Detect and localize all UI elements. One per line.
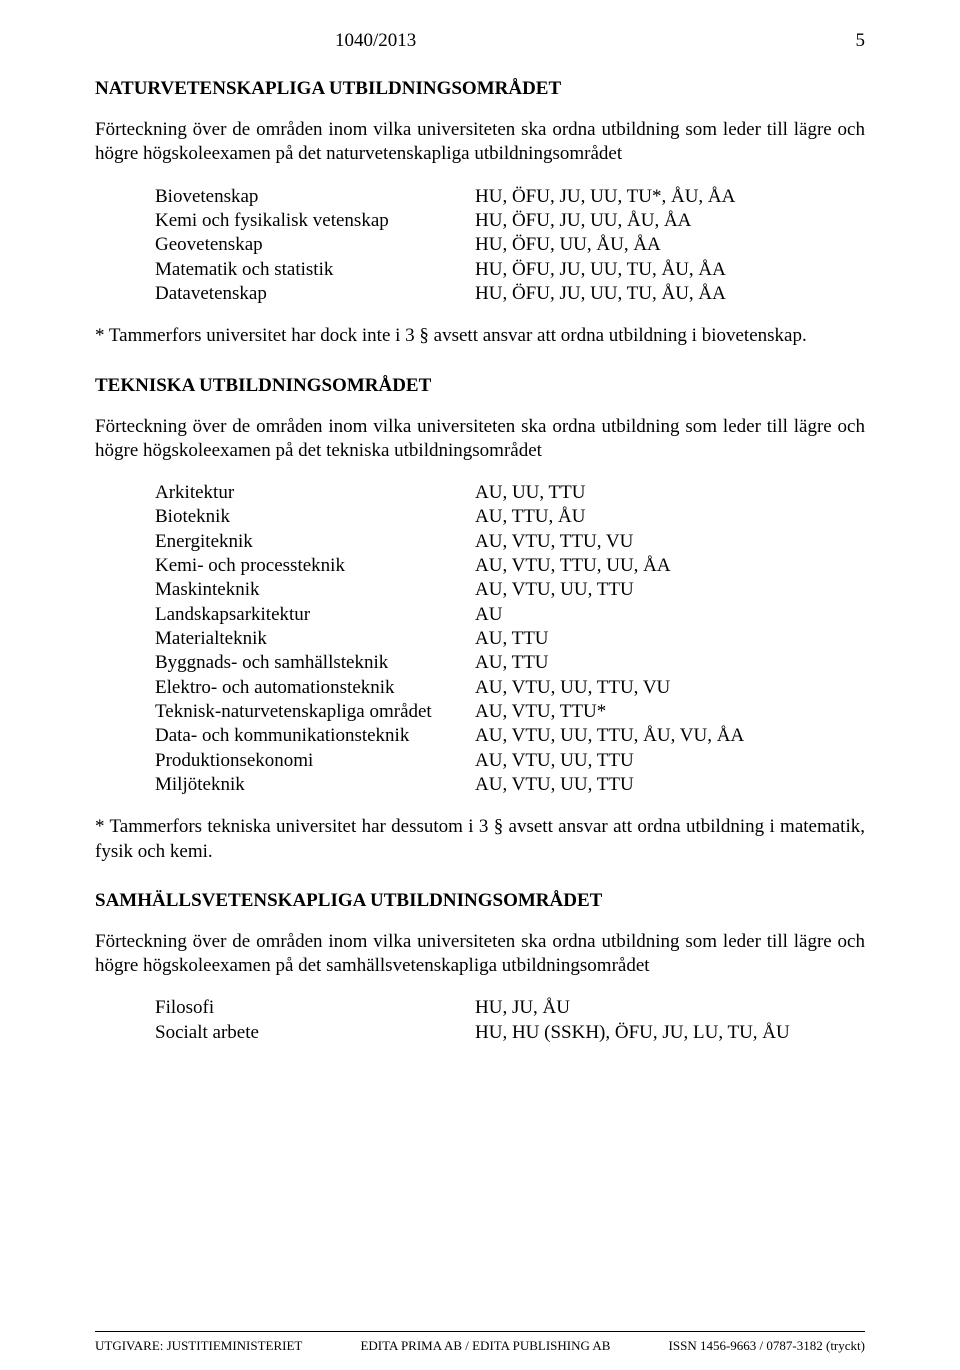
row-label: Bioteknik: [155, 505, 475, 529]
table-row: ArkitekturAU, UU, TTU: [155, 481, 865, 505]
row-value: HU, ÖFU, UU, ÅU, ÅA: [475, 233, 865, 257]
row-value: HU, HU (SSKH), ÖFU, JU, LU, TU, ÅU: [475, 1021, 865, 1045]
table-row: MaterialteknikAU, TTU: [155, 627, 865, 651]
row-value: AU, VTU, TTU, VU: [475, 530, 865, 554]
footer-left: UTGIVARE: JUSTITIEMINISTERIET: [95, 1338, 302, 1354]
row-label: Socialt arbete: [155, 1021, 475, 1045]
row-value: HU, JU, ÅU: [475, 996, 865, 1020]
table-row: GeovetenskapHU, ÖFU, UU, ÅU, ÅA: [155, 233, 865, 257]
table-row: Teknisk-naturvetenskapliga områdetAU, VT…: [155, 700, 865, 724]
table-row: Kemi- och processteknikAU, VTU, TTU, UU,…: [155, 554, 865, 578]
section-intro: Förteckning över de områden inom vilka u…: [95, 930, 865, 979]
footer-right: ISSN 1456-9663 / 0787-3182 (tryckt): [669, 1338, 865, 1354]
table-row: DatavetenskapHU, ÖFU, JU, UU, TU, ÅU, ÅA: [155, 282, 865, 306]
row-value: AU, VTU, TTU, UU, ÅA: [475, 554, 865, 578]
row-label: Kemi- och processteknik: [155, 554, 475, 578]
section-table: BiovetenskapHU, ÖFU, JU, UU, TU*, ÅU, ÅA…: [155, 185, 865, 307]
row-label: Landskapsarkitektur: [155, 603, 475, 627]
table-row: BiovetenskapHU, ÖFU, JU, UU, TU*, ÅU, ÅA: [155, 185, 865, 209]
row-label: Teknisk-naturvetenskapliga området: [155, 700, 475, 724]
section-title: TEKNISKA UTBILDNINGSOMRÅDET: [95, 375, 865, 397]
page-footer: UTGIVARE: JUSTITIEMINISTERIET EDITA PRIM…: [95, 1331, 865, 1354]
row-value: HU, ÖFU, JU, UU, TU, ÅU, ÅA: [475, 258, 865, 282]
section-table: ArkitekturAU, UU, TTU BioteknikAU, TTU, …: [155, 481, 865, 797]
table-row: Byggnads- och samhällsteknikAU, TTU: [155, 651, 865, 675]
row-value: AU, TTU: [475, 627, 865, 651]
section-intro: Förteckning över de områden inom vilka u…: [95, 415, 865, 464]
table-row: BioteknikAU, TTU, ÅU: [155, 505, 865, 529]
row-label: Arkitektur: [155, 481, 475, 505]
section-title: NATURVETENSKAPLIGA UTBILDNINGSOMRÅDET: [95, 78, 865, 100]
page-header: 1040/2013 5: [95, 30, 865, 52]
row-value: AU, TTU, ÅU: [475, 505, 865, 529]
row-label: Datavetenskap: [155, 282, 475, 306]
table-row: LandskapsarkitekturAU: [155, 603, 865, 627]
row-value: HU, ÖFU, JU, UU, TU*, ÅU, ÅA: [475, 185, 865, 209]
row-value: AU, VTU, TTU*: [475, 700, 865, 724]
row-value: AU: [475, 603, 865, 627]
row-label: Produktionsekonomi: [155, 749, 475, 773]
row-label: Kemi och fysikalisk vetenskap: [155, 209, 475, 233]
doc-number: 1040/2013: [335, 30, 416, 52]
row-label: Miljöteknik: [155, 773, 475, 797]
table-row: ProduktionsekonomiAU, VTU, UU, TTU: [155, 749, 865, 773]
row-value: AU, TTU: [475, 651, 865, 675]
row-label: Maskinteknik: [155, 578, 475, 602]
row-value: HU, ÖFU, JU, UU, ÅU, ÅA: [475, 209, 865, 233]
row-label: Elektro- och automationsteknik: [155, 676, 475, 700]
row-value: AU, VTU, UU, TTU: [475, 578, 865, 602]
page-number: 5: [856, 30, 866, 52]
row-label: Filosofi: [155, 996, 475, 1020]
table-row: Data- och kommunikationsteknikAU, VTU, U…: [155, 724, 865, 748]
row-value: AU, VTU, UU, TTU: [475, 773, 865, 797]
section-title: SAMHÄLLSVETENSKAPLIGA UTBILDNINGSOMRÅDET: [95, 890, 865, 912]
table-row: EnergiteknikAU, VTU, TTU, VU: [155, 530, 865, 554]
section-table: FilosofiHU, JU, ÅU Socialt arbeteHU, HU …: [155, 996, 865, 1045]
row-value: AU, UU, TTU: [475, 481, 865, 505]
row-label: Biovetenskap: [155, 185, 475, 209]
row-value: AU, VTU, UU, TTU, VU: [475, 676, 865, 700]
row-label: Matematik och statistik: [155, 258, 475, 282]
table-row: MaskinteknikAU, VTU, UU, TTU: [155, 578, 865, 602]
row-label: Materialteknik: [155, 627, 475, 651]
table-row: Matematik och statistikHU, ÖFU, JU, UU, …: [155, 258, 865, 282]
table-row: Elektro- och automationsteknikAU, VTU, U…: [155, 676, 865, 700]
footer-center: EDITA PRIMA AB / EDITA PUBLISHING AB: [360, 1338, 610, 1354]
section-intro: Förteckning över de områden inom vilka u…: [95, 118, 865, 167]
row-value: AU, VTU, UU, TTU, ÅU, VU, ÅA: [475, 724, 865, 748]
row-label: Energiteknik: [155, 530, 475, 554]
page-content: 1040/2013 5 NATURVETENSKAPLIGA UTBILDNIN…: [0, 0, 960, 1045]
table-row: Socialt arbeteHU, HU (SSKH), ÖFU, JU, LU…: [155, 1021, 865, 1045]
section-footnote: * Tammerfors tekniska universitet har de…: [95, 815, 865, 864]
row-label: Byggnads- och samhällsteknik: [155, 651, 475, 675]
row-value: HU, ÖFU, JU, UU, TU, ÅU, ÅA: [475, 282, 865, 306]
row-label: Geovetenskap: [155, 233, 475, 257]
table-row: FilosofiHU, JU, ÅU: [155, 996, 865, 1020]
table-row: MiljöteknikAU, VTU, UU, TTU: [155, 773, 865, 797]
section-footnote: * Tammerfors universitet har dock inte i…: [95, 324, 865, 348]
table-row: Kemi och fysikalisk vetenskapHU, ÖFU, JU…: [155, 209, 865, 233]
row-label: Data- och kommunikationsteknik: [155, 724, 475, 748]
row-value: AU, VTU, UU, TTU: [475, 749, 865, 773]
